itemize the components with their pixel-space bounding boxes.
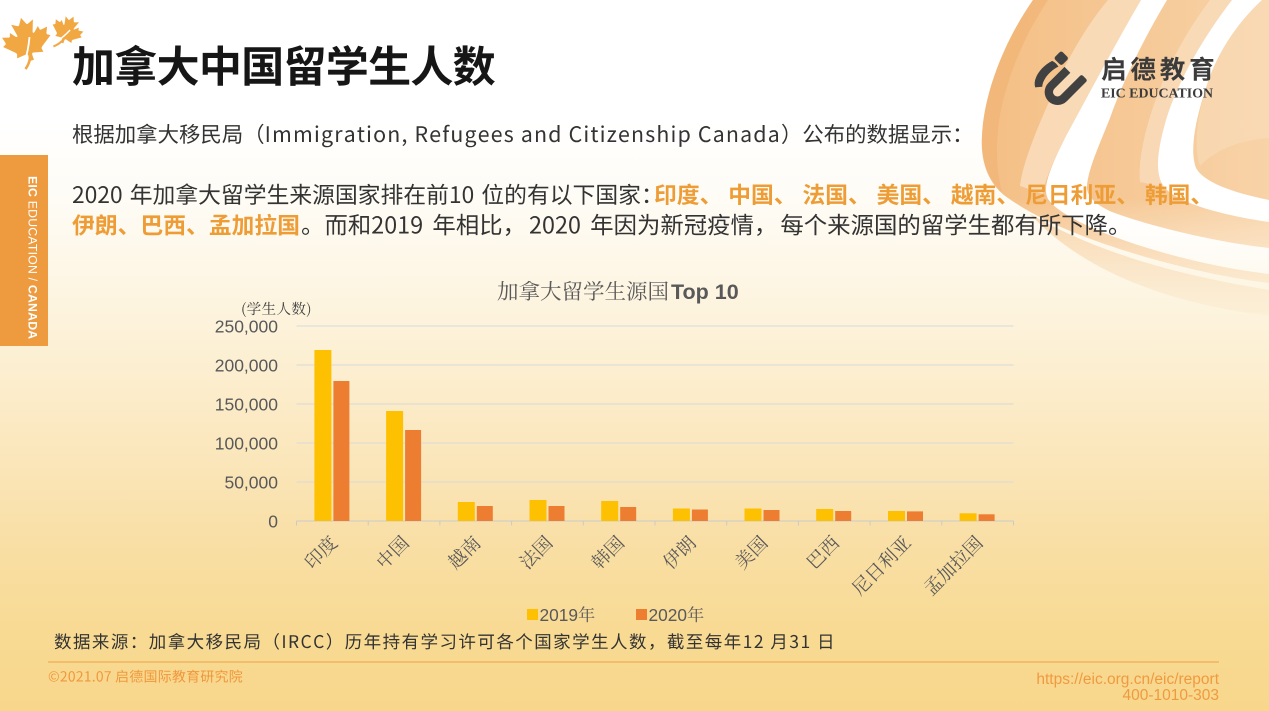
svg-text:200,000: 200,000 <box>215 356 279 376</box>
svg-text:2019: 2019 <box>540 605 578 625</box>
svg-text:0: 0 <box>268 512 278 532</box>
svg-text:400-1010-303: 400-1010-303 <box>1122 687 1219 704</box>
svg-text:EIC EDUCATION / CANADA: EIC EDUCATION / CANADA <box>26 176 40 339</box>
svg-text:150,000: 150,000 <box>215 395 279 415</box>
svg-text:2020: 2020 <box>649 605 687 625</box>
svg-text:https://eic.org.cn/eic/report: https://eic.org.cn/eic/report <box>1036 671 1219 688</box>
svg-text:EIC EDUCATION: EIC EDUCATION <box>1101 87 1213 102</box>
svg-text:Top 10: Top 10 <box>671 280 739 304</box>
svg-text:100,000: 100,000 <box>215 434 279 454</box>
svg-text:250,000: 250,000 <box>215 317 279 337</box>
svg-text:50,000: 50,000 <box>224 473 278 493</box>
